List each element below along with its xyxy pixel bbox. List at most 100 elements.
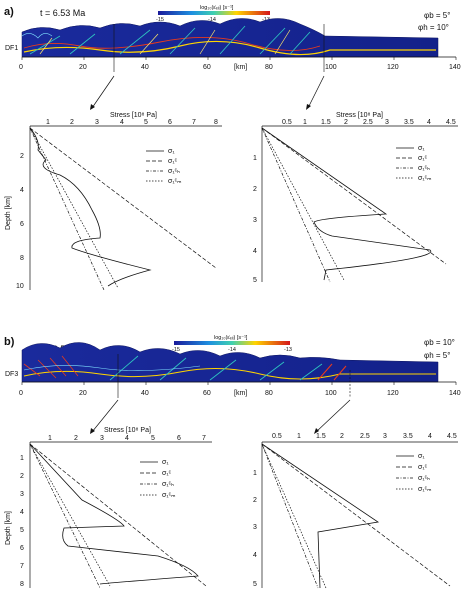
x-tick: 1 <box>48 435 52 442</box>
colorbar-label: log₁₀(ε̇ₑᵢᵢ) [s⁻¹] <box>214 335 248 341</box>
legend-item: σ₁ <box>418 453 425 460</box>
legend-item: σ₁ <box>162 459 169 466</box>
km-tick: 140 <box>449 64 461 71</box>
legend: σ₁ σ₁ᶜ σ₁ᶜₕ σ₁ᶜₘ <box>396 453 432 493</box>
x-tick: 4 <box>428 433 432 440</box>
y-tick: 5 <box>20 527 24 534</box>
x-tick: 3.5 <box>403 433 413 440</box>
legend: σ₁ σ₁ᶜ σ₁ᶜₕ σ₁ᶜₘ <box>140 459 176 499</box>
x-tick: 2 <box>74 435 78 442</box>
x-tick: 8 <box>214 119 218 126</box>
x-tick: 2 <box>344 119 348 126</box>
colorbar-tick: -14 <box>228 347 236 353</box>
x-tick: 4 <box>427 119 431 126</box>
y-tick: 2 <box>20 153 24 160</box>
stress-profile-left: Stress [10⁸ Pa] 1 2 3 4 5 6 7 8 2 4 6 8 … <box>5 112 222 291</box>
y-tick: 6 <box>20 221 24 228</box>
x-tick: 3 <box>383 433 387 440</box>
km-unit: [km] <box>234 64 247 71</box>
km-tick: 60 <box>203 64 211 71</box>
legend-item: σ₁ᶜₕ <box>418 165 430 172</box>
x-tick: 1 <box>303 119 307 126</box>
legend-item: σ₁ᶜₘ <box>168 178 182 185</box>
depth-axis-label: Depth [km] <box>5 196 12 230</box>
x-tick: 5 <box>144 119 148 126</box>
y-tick: 3 <box>253 524 257 531</box>
km-unit: [km] <box>234 390 247 397</box>
colorbar-tick: -15 <box>156 17 164 23</box>
km-tick: 0 <box>19 64 23 71</box>
depth-axis-label: Depth [km] <box>5 511 12 545</box>
stress-axis-label: Stress [10⁸ Pa] <box>110 112 157 119</box>
km-tick: 0 <box>19 390 23 397</box>
pointer-arrow <box>307 75 325 109</box>
colorbar-label: log₁₀(ε̇ₑᵢᵢ) [s⁻¹] <box>200 5 234 11</box>
y-tick: 6 <box>20 545 24 552</box>
stress-profile-right: Stress [10⁸ Pa] 0.5 1 1.5 2 2.5 3 3.5 4 … <box>253 112 458 284</box>
legend-item: σ₁ᶜₘ <box>418 175 432 182</box>
y-tick: 2 <box>253 186 257 193</box>
stress-profile-right: 0.5 1 1.5 2 2.5 3 3.5 4 4.5 1 2 3 4 5 σ₁… <box>253 433 458 589</box>
arrow-head <box>306 104 311 110</box>
y-tick: 10 <box>16 283 24 290</box>
stress-profile-left: Stress [10⁸ Pa] 1 2 3 4 5 6 7 1 2 3 4 5 … <box>5 427 212 589</box>
y-tick: 8 <box>20 581 24 588</box>
y-tick: 5 <box>253 581 257 588</box>
model-section <box>21 18 439 72</box>
panel-a: a) t = 6.53 Ma log₁₀(ε̇ₑᵢᵢ) [s⁻¹] -15 -1… <box>4 5 461 291</box>
legend-item: σ₁ᶜ <box>162 470 172 477</box>
x-tick: 1 <box>297 433 301 440</box>
y-tick: 8 <box>20 255 24 262</box>
km-axis: 0 20 40 60 [km] 80 100 120 140 <box>19 381 461 397</box>
legend-item: σ₁ <box>418 145 425 152</box>
x-tick: 4.5 <box>447 433 457 440</box>
km-tick: 80 <box>265 390 273 397</box>
x-tick: 6 <box>168 119 172 126</box>
colorbar <box>174 341 290 345</box>
stress-axis-label: Stress [10⁸ Pa] <box>336 112 383 119</box>
colorbar <box>158 11 270 15</box>
legend-item: σ₁ᶜ <box>168 158 178 165</box>
phi-h-label: φh = 10° <box>418 23 449 32</box>
panel-letter: a) <box>4 6 14 18</box>
legend-item: σ₁ᶜ <box>418 464 428 471</box>
pointer-arrow <box>91 75 115 109</box>
pointer-arrow <box>315 399 351 433</box>
km-tick: 120 <box>387 390 399 397</box>
time-label: t = 6.53 Ma <box>40 8 85 18</box>
y-tick: 4 <box>253 248 257 255</box>
y-tick: 4 <box>20 509 24 516</box>
km-tick: 100 <box>325 390 337 397</box>
x-tick: 3 <box>385 119 389 126</box>
km-tick: 60 <box>203 390 211 397</box>
x-tick: 3 <box>95 119 99 126</box>
legend-item: σ₁ <box>168 148 175 155</box>
y-tick: 7 <box>20 563 24 570</box>
phi-h-label: φh = 5° <box>424 351 450 360</box>
km-tick: 40 <box>141 64 149 71</box>
legend-item: σ₁ᶜₕ <box>418 475 430 482</box>
x-tick: 4 <box>120 119 124 126</box>
x-tick: 5 <box>151 435 155 442</box>
colorbar-tick: -13 <box>284 347 292 353</box>
x-tick: 0.5 <box>272 433 282 440</box>
y-tick: 2 <box>20 473 24 480</box>
y-tick: 3 <box>253 217 257 224</box>
x-tick: 3.5 <box>404 119 414 126</box>
y-tick: 5 <box>253 277 257 284</box>
legend-item: σ₁ᶜₕ <box>168 168 180 175</box>
x-tick: 7 <box>192 119 196 126</box>
model-section <box>21 342 439 398</box>
arrow-head <box>90 428 95 434</box>
legend-item: σ₁ᶜₘ <box>418 486 432 493</box>
km-axis: 0 20 40 60 [km] 80 100 120 140 <box>19 56 461 71</box>
legend-item: σ₁ᶜ <box>418 155 428 162</box>
y-tick: 1 <box>253 470 257 477</box>
arrow-head <box>90 104 95 110</box>
phi-b-label: φb = 5° <box>424 11 450 20</box>
x-tick: 2 <box>70 119 74 126</box>
panel-b: b) t = 6.54 Ma log₁₀(ε̇ₑᵢᵢ) [s⁻¹] -15 -1… <box>4 335 461 589</box>
panel-letter: b) <box>4 336 15 348</box>
x-tick: 1.5 <box>316 433 326 440</box>
km-tick: 140 <box>449 390 461 397</box>
